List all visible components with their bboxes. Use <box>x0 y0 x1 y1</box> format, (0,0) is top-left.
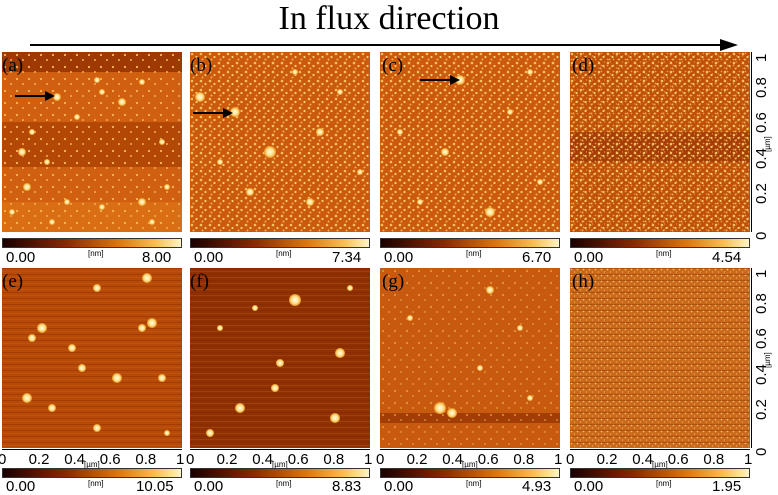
colorbar-a <box>2 238 182 248</box>
colorbar-unit-f: [nm] <box>276 479 292 488</box>
x-tick-label: 0.4 <box>252 451 274 468</box>
x-tick-label: 1 <box>554 451 563 468</box>
panel-label-h: (h) <box>572 271 595 292</box>
afm-image-a <box>2 52 182 232</box>
x-tick-label: 0.6 <box>667 451 689 468</box>
x-tick-label: 0.4 <box>632 451 654 468</box>
x-tick-label: 0.6 <box>99 451 121 468</box>
colorbar-min-h: 0.00 <box>574 478 604 495</box>
flux-arrow-icon <box>30 39 738 51</box>
colorbar-d <box>570 238 750 248</box>
afm-image-f <box>190 268 370 448</box>
x-axis-unit: [µm] <box>462 460 478 469</box>
x-axis-g <box>380 449 560 450</box>
x-axis-unit: [µm] <box>84 460 100 469</box>
x-tick-label: 0.2 <box>28 451 50 468</box>
y-tick-label: 0.6 <box>753 328 770 350</box>
y-tick-label: 1 <box>753 53 770 62</box>
x-tick-label: 0.8 <box>323 451 345 468</box>
colorbar-unit-a: [nm] <box>88 249 104 258</box>
colorbar-max-c: 6.70 <box>522 249 552 266</box>
colorbar-min-e: 0.00 <box>6 478 36 495</box>
x-tick-label: 0.2 <box>596 451 618 468</box>
colorbar-g <box>380 468 560 478</box>
x-tick-label: 0 <box>0 451 7 468</box>
x-tick-label: 0.4 <box>442 451 464 468</box>
colorbar-unit-e: [nm] <box>88 479 104 488</box>
colorbar-unit-d: [nm] <box>656 249 672 258</box>
afm-image-e <box>2 268 182 448</box>
y-tick-label: 0.2 <box>753 399 770 421</box>
y-tick-label: 0.6 <box>753 112 770 134</box>
colorbar-min-a: 0.00 <box>6 249 36 266</box>
colorbar-min-f: 0.00 <box>194 478 224 495</box>
x-tick-label: 0.2 <box>406 451 428 468</box>
y-tick-label: 0 <box>753 231 770 240</box>
x-axis-h <box>570 449 750 450</box>
x-tick-label: 0.6 <box>477 451 499 468</box>
afm-image-g <box>380 268 560 448</box>
panel-label-g: (g) <box>382 271 405 292</box>
colorbar-unit-c: [nm] <box>466 249 482 258</box>
panel-label-b: (b) <box>190 55 213 76</box>
figure-title: In flux direction <box>278 0 500 37</box>
x-tick-label: 0 <box>566 451 575 468</box>
colorbar-f <box>190 468 370 478</box>
colorbar-max-d: 4.54 <box>712 249 742 266</box>
panel-label-c: (c) <box>382 55 404 76</box>
colorbar-e <box>2 468 182 478</box>
colorbar-min-b: 0.00 <box>194 249 224 266</box>
afm-image-d <box>570 52 750 232</box>
afm-image-c <box>380 52 560 232</box>
y-tick-label: 0.2 <box>753 183 770 205</box>
colorbar-h <box>570 468 750 478</box>
x-tick-label: 0.8 <box>513 451 535 468</box>
x-tick-label: 0.6 <box>287 451 309 468</box>
colorbar-min-c: 0.00 <box>384 249 414 266</box>
panel-label-e: (e) <box>2 271 24 292</box>
pointer-arrow-icon <box>15 91 55 101</box>
x-tick-label: 1 <box>364 451 373 468</box>
panel-label-f: (f) <box>190 271 209 292</box>
colorbar-unit-h: [nm] <box>656 479 672 488</box>
x-axis-e <box>2 449 182 450</box>
colorbar-min-d: 0.00 <box>574 249 604 266</box>
pointer-arrow-icon <box>420 75 460 85</box>
y-tick-label: 0.8 <box>753 292 770 314</box>
colorbar-max-h: 1.95 <box>712 478 742 495</box>
y-axis-unit: [µm] <box>763 136 772 152</box>
panel-label-d: (d) <box>572 55 595 76</box>
panel-label-a: (a) <box>2 55 24 76</box>
pointer-arrow-icon <box>193 108 233 118</box>
y-axis-h <box>751 268 752 448</box>
colorbar-min-g: 0.00 <box>384 478 414 495</box>
colorbar-b <box>190 238 370 248</box>
x-axis-unit: [µm] <box>652 460 668 469</box>
colorbar-max-b: 7.34 <box>332 249 362 266</box>
x-tick-label: 0 <box>186 451 195 468</box>
afm-image-h <box>570 268 750 448</box>
afm-image-b <box>190 52 370 232</box>
x-tick-label: 0 <box>376 451 385 468</box>
x-tick-label: 1 <box>176 451 185 468</box>
colorbar-unit-g: [nm] <box>466 479 482 488</box>
x-tick-label: 0.8 <box>135 451 157 468</box>
colorbar-max-e: 10.05 <box>136 478 174 495</box>
colorbar-max-a: 8.00 <box>142 249 172 266</box>
colorbar-c <box>380 238 560 248</box>
x-axis-f <box>190 449 370 450</box>
x-tick-label: 1 <box>744 451 753 468</box>
colorbar-max-g: 4.93 <box>522 478 552 495</box>
colorbar-max-f: 8.83 <box>332 478 362 495</box>
y-axis-d <box>751 52 752 232</box>
x-tick-label: 0.8 <box>703 451 725 468</box>
y-axis-unit: [µm] <box>763 352 772 368</box>
y-tick-label: 0 <box>753 447 770 456</box>
x-tick-label: 0.4 <box>64 451 86 468</box>
y-tick-label: 0.8 <box>753 76 770 98</box>
y-tick-label: 1 <box>753 269 770 278</box>
colorbar-unit-b: [nm] <box>276 249 292 258</box>
x-axis-unit: [µm] <box>272 460 288 469</box>
x-tick-label: 0.2 <box>216 451 238 468</box>
